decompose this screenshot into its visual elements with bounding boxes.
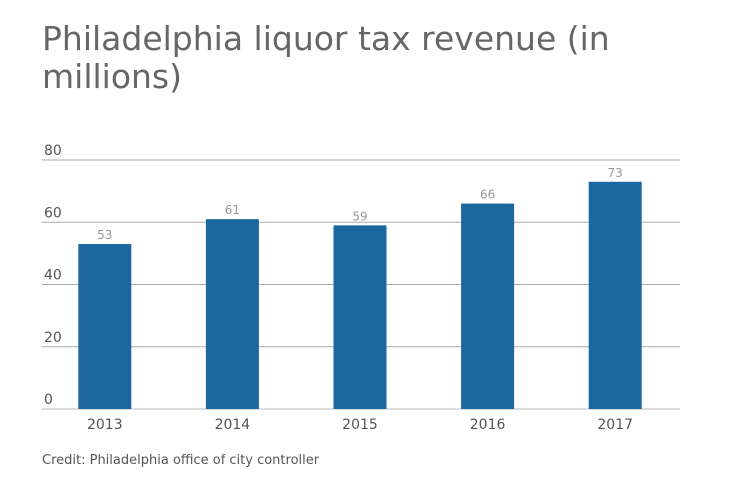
chart-title: Philadelphia liquor tax revenue (in mill… bbox=[42, 19, 610, 96]
x-tick-label: 2016 bbox=[470, 417, 506, 433]
data-label: 53 bbox=[97, 228, 112, 242]
bar-2014 bbox=[205, 219, 259, 409]
y-tick-label: 0 bbox=[44, 392, 53, 408]
y-tick-label: 60 bbox=[44, 205, 62, 221]
data-label: 59 bbox=[352, 209, 367, 223]
bar-2015 bbox=[333, 225, 387, 409]
data-label: 61 bbox=[225, 203, 240, 217]
x-tick-label: 2014 bbox=[215, 417, 251, 433]
x-tick-label: 2015 bbox=[342, 417, 378, 433]
data-label: 73 bbox=[608, 166, 623, 180]
bar-2017 bbox=[588, 181, 642, 409]
data-label: 66 bbox=[480, 188, 495, 202]
bar-2013 bbox=[78, 244, 132, 409]
y-tick-label: 20 bbox=[44, 330, 62, 346]
bar-2016 bbox=[461, 203, 515, 409]
x-tick-label: 2017 bbox=[597, 417, 633, 433]
x-tick-label: 2013 bbox=[87, 417, 123, 433]
credit-text: Credit: Philadelphia office of city cont… bbox=[42, 453, 320, 468]
y-tick-label: 40 bbox=[44, 268, 62, 284]
y-tick-label: 80 bbox=[44, 143, 62, 159]
